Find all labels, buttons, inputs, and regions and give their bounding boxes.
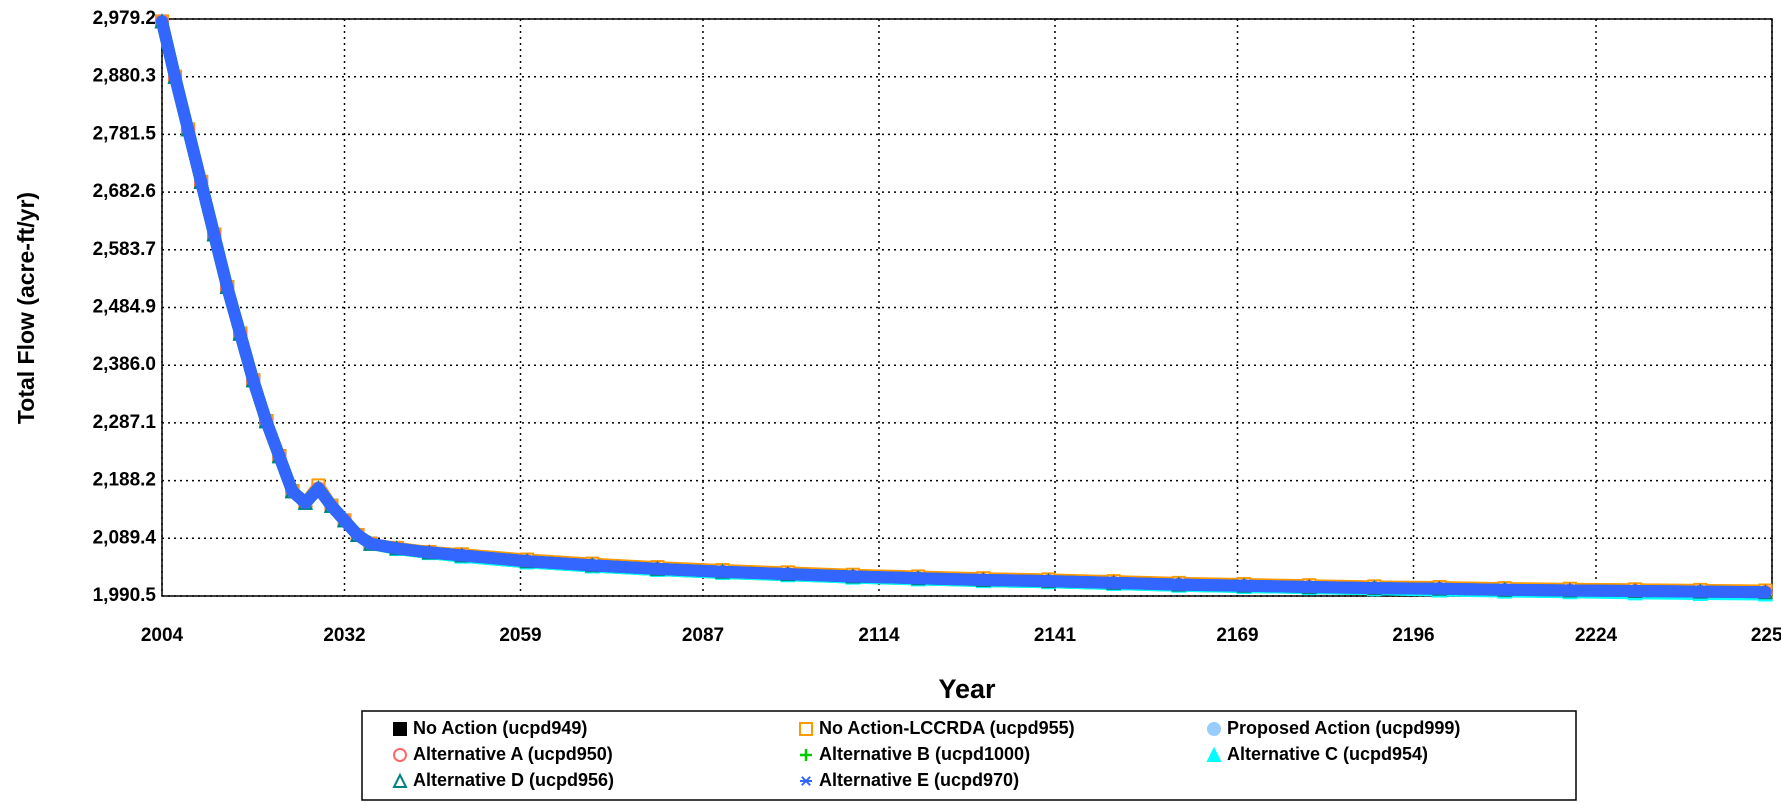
- legend-box: [361, 710, 1577, 801]
- y-tick-label: 2,386.0: [93, 354, 156, 375]
- data-point: [455, 550, 468, 561]
- data-point: [234, 328, 247, 339]
- legend-label: Alternative C (ucpd954): [1227, 744, 1428, 764]
- data-point: [1172, 579, 1185, 590]
- legend-label: Proposed Action (ucpd999): [1227, 718, 1460, 738]
- data-point: [195, 177, 208, 187]
- data-point: [1498, 584, 1511, 595]
- legend-marker: [799, 722, 813, 736]
- data-point: [260, 416, 273, 427]
- y-tick-label: 2,188.2: [93, 470, 156, 491]
- x-tick-label: 2059: [499, 625, 541, 646]
- x-tick-label: 2224: [1575, 625, 1618, 646]
- legend-label: Alternative D (ucpd956): [413, 770, 614, 790]
- x-tick-label: 2032: [323, 625, 365, 646]
- legend-marker: [800, 749, 812, 761]
- y-tick-label: 1,990.5: [93, 585, 157, 606]
- x-tick-label: 2141: [1034, 625, 1077, 646]
- data-point: [1303, 582, 1316, 592]
- x-tick-label: 2196: [1392, 625, 1434, 646]
- y-tick-label: 2,484.9: [93, 296, 156, 317]
- data-point: [221, 282, 234, 292]
- data-point: [182, 124, 195, 135]
- data-point: [1042, 576, 1055, 587]
- data-point: [1238, 580, 1251, 591]
- data-point: [1563, 585, 1576, 596]
- data-point: [846, 571, 859, 582]
- data-point: [1694, 586, 1707, 597]
- plot-border: [161, 18, 1773, 597]
- x-tick-label: 2004: [141, 625, 184, 646]
- y-tick-label: 2,880.3: [93, 66, 156, 87]
- data-point: [716, 566, 729, 577]
- y-tick-label: 2,287.1: [93, 412, 157, 433]
- data-point: [364, 538, 377, 549]
- data-point: [1368, 583, 1381, 594]
- y-tick-label: 2,089.4: [93, 527, 157, 548]
- y-tick-label: 2,682.6: [93, 181, 156, 202]
- x-tick-label: 2251: [1751, 625, 1781, 646]
- data-point: [651, 563, 664, 574]
- data-point: [286, 486, 299, 497]
- series-band: [156, 15, 1772, 599]
- legend-marker: [1207, 722, 1221, 736]
- legend-label: No Action-LCCRDA (ucpd955): [819, 718, 1075, 738]
- data-point: [423, 547, 436, 558]
- data-point: [1433, 583, 1446, 594]
- legend-label: Alternative A (ucpd950): [413, 744, 613, 764]
- legend-label: Alternative E (ucpd970): [819, 770, 1019, 790]
- data-point: [1107, 577, 1120, 588]
- legend-marker: [800, 776, 812, 786]
- data-point: [338, 515, 351, 526]
- data-point: [1629, 586, 1642, 596]
- data-point: [299, 498, 312, 508]
- data-point: [912, 573, 925, 584]
- data-point: [781, 569, 794, 580]
- y-tick-label: 2,979.2: [93, 8, 156, 29]
- data-point: [247, 375, 260, 386]
- data-point: [1759, 587, 1772, 598]
- data-point: [273, 451, 286, 462]
- y-tick-label: 2,781.5: [93, 123, 157, 144]
- x-tick-label: 2087: [682, 625, 724, 646]
- legend-label: No Action (ucpd949): [413, 718, 587, 738]
- data-point: [169, 71, 182, 82]
- data-point: [325, 500, 338, 511]
- data-point: [977, 575, 990, 585]
- legend-marker: [393, 722, 407, 736]
- data-point: [351, 530, 364, 540]
- x-tick-label: 2169: [1216, 625, 1258, 646]
- data-point: [208, 229, 221, 240]
- legend-marker: [392, 772, 408, 788]
- y-tick-label: 2,583.7: [93, 239, 156, 260]
- data-point: [312, 483, 325, 494]
- data-point: [156, 16, 168, 27]
- legend-marker: [1206, 746, 1222, 762]
- data-point: [586, 560, 599, 571]
- legend-label: Alternative B (ucpd1000): [819, 744, 1030, 764]
- data-point: [521, 556, 534, 567]
- series-band: [156, 15, 1772, 597]
- x-tick-label: 2114: [858, 625, 900, 646]
- y-axis-title: Total Flow (acre-ft/yr): [13, 192, 39, 424]
- x-axis-title: Year: [938, 674, 996, 704]
- data-point: [390, 543, 403, 554]
- legend-marker: [393, 748, 407, 762]
